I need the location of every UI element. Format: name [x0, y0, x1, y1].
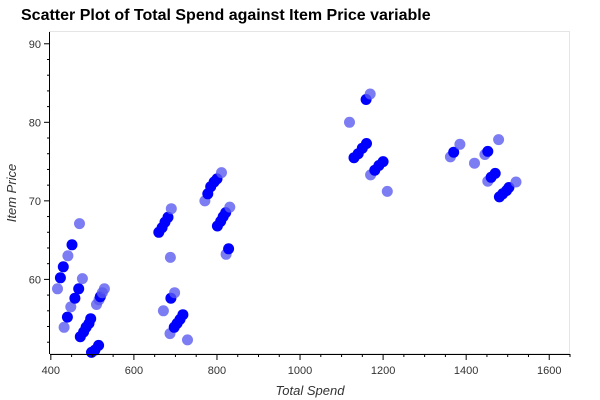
x-axis-label: Total Spend [276, 383, 346, 398]
scatter-point [52, 283, 63, 295]
scatter-point [182, 334, 193, 346]
scatter-point [157, 305, 169, 317]
scatter-point [361, 138, 372, 149]
x-tick-label: 1600 [537, 365, 561, 377]
scatter-point [93, 339, 105, 351]
y-tick-label: 60 [29, 274, 41, 286]
chart-title: Scatter Plot of Total Spend against Item… [21, 7, 431, 24]
scatter-point [377, 156, 389, 168]
points-layer [52, 88, 522, 358]
scatter-point [169, 287, 181, 299]
scatter-point [76, 273, 88, 285]
scatter-point [85, 313, 97, 325]
y-axis: 60 70 80 90 [29, 32, 50, 354]
scatter-point [98, 283, 110, 295]
scatter-point [73, 283, 85, 295]
scatter-point [54, 272, 66, 284]
scatter-point [448, 146, 460, 158]
scatter-point [344, 116, 355, 128]
scatter-point [62, 250, 74, 262]
scatter-point [74, 218, 85, 230]
scatter-point [216, 167, 227, 179]
scatter-point [65, 301, 77, 313]
scatter-point [493, 134, 505, 146]
y-tick-label: 80 [29, 117, 41, 129]
scatter-point [364, 88, 376, 100]
y-axis-label: Item Price [4, 164, 19, 223]
y-tick-label: 90 [29, 39, 41, 51]
scatter-point [177, 309, 189, 321]
scatter-point [58, 321, 70, 333]
plot-frame [49, 31, 570, 354]
scatter-point [165, 203, 177, 215]
x-tick-label: 400 [42, 365, 60, 377]
scatter-point [164, 251, 176, 263]
scatter-point [66, 239, 78, 251]
scatter-point [510, 176, 522, 188]
x-axis: 400 600 800 1000 1200 1400 1600 [42, 354, 571, 377]
x-tick-label: 1000 [288, 365, 312, 377]
x-tick-label: 600 [125, 365, 143, 377]
scatter-point [454, 138, 466, 150]
y-tick-label: 70 [29, 196, 41, 208]
scatter-point [489, 167, 501, 179]
x-tick-label: 800 [208, 365, 226, 377]
scatter-point [57, 261, 69, 273]
scatter-point [469, 157, 480, 169]
scatter-point [223, 243, 235, 255]
scatter-point [69, 292, 81, 304]
scatter-point [381, 185, 393, 197]
scatter-point [162, 211, 174, 223]
x-tick-label: 1400 [454, 365, 478, 377]
scatter-point [482, 145, 494, 157]
scatter-point [61, 311, 73, 323]
scatter-point [224, 201, 236, 213]
x-tick-label: 1200 [371, 365, 395, 377]
